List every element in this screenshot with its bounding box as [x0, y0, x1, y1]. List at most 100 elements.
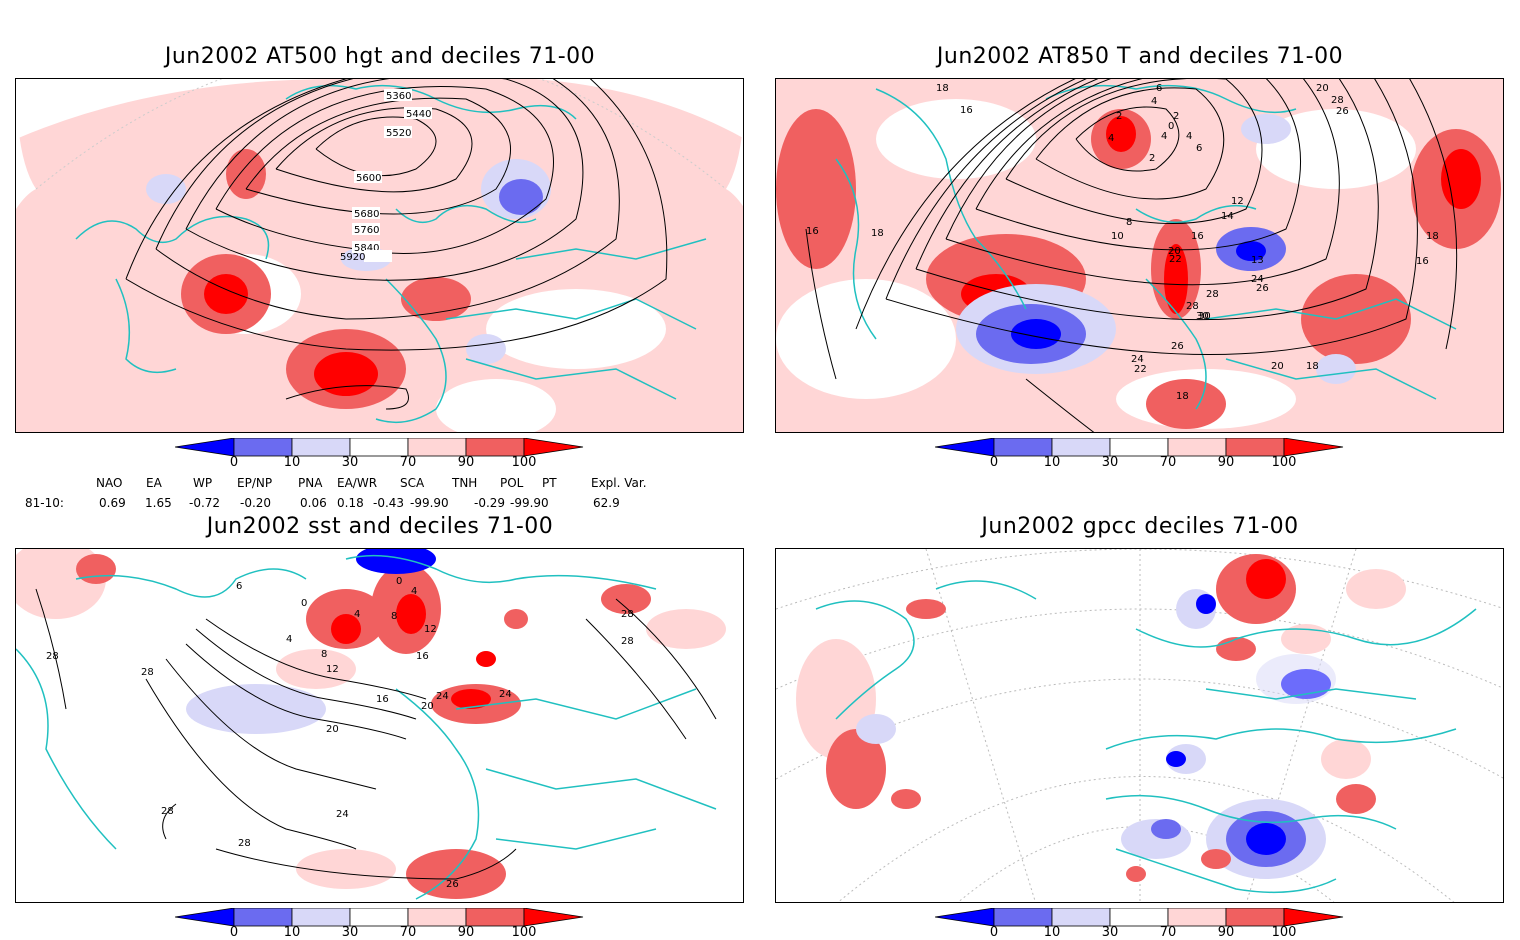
- colorbar-swatch: [291, 907, 351, 927]
- colorbar-swatch-low: [174, 907, 235, 927]
- height-contours: [125, 79, 668, 410]
- svg-text:16: 16: [806, 226, 819, 237]
- tick-30: 30: [341, 455, 359, 470]
- svg-text:18: 18: [1426, 231, 1439, 242]
- svg-text:20: 20: [1168, 246, 1181, 257]
- svg-text:12: 12: [1231, 196, 1244, 207]
- svg-text:5840: 5840: [354, 243, 379, 254]
- sst-contours: [35, 588, 717, 880]
- svg-text:30: 30: [1196, 311, 1209, 322]
- svg-text:12: 12: [424, 624, 437, 635]
- colorbar-swatch-low: [934, 437, 995, 457]
- tick-70: 70: [399, 925, 417, 940]
- colorbar-hgt500: 0 10 30 70 90 100: [174, 437, 585, 478]
- index-value: 0.18: [337, 496, 364, 510]
- index-value: -0.29: [474, 496, 506, 510]
- svg-text:5680: 5680: [354, 209, 379, 220]
- svg-text:18: 18: [871, 228, 884, 239]
- panel-title-sst: Jun2002 sst and deciles 71-00: [206, 514, 554, 539]
- svg-text:8: 8: [391, 611, 397, 622]
- colorbar-swatches: [934, 437, 1344, 457]
- svg-text:16: 16: [416, 651, 429, 662]
- svg-text:28: 28: [1186, 301, 1199, 312]
- decile-shading: [16, 549, 726, 899]
- svg-text:8: 8: [1126, 217, 1132, 228]
- colorbar-gpcc: 0 10 30 70 90 100: [934, 907, 1345, 940]
- svg-text:28: 28: [46, 651, 59, 662]
- tick-10: 10: [1043, 925, 1061, 940]
- svg-text:18: 18: [1176, 391, 1189, 402]
- svg-text:16: 16: [376, 694, 389, 705]
- svg-text:0: 0: [396, 576, 402, 587]
- colorbar-swatch: [407, 907, 467, 927]
- svg-text:5360: 5360: [386, 91, 411, 102]
- svg-text:24: 24: [336, 809, 349, 820]
- coastlines: [16, 554, 717, 900]
- tick-90: 90: [1217, 455, 1235, 470]
- map-hgt500: 5360 5440 5520 5600 5680 5760 5840 5920: [15, 78, 744, 433]
- svg-text:16: 16: [1416, 256, 1429, 267]
- svg-text:28: 28: [621, 609, 634, 620]
- svg-text:5760: 5760: [354, 225, 379, 236]
- colorbar-swatch: [1051, 437, 1111, 457]
- svg-text:2: 2: [1173, 111, 1179, 122]
- tick-70: 70: [399, 455, 417, 470]
- decile-shading: [776, 79, 1503, 432]
- svg-text:26: 26: [1256, 283, 1269, 294]
- svg-text:0: 0: [1168, 121, 1174, 132]
- svg-text:26: 26: [446, 879, 459, 890]
- tick-30: 30: [341, 925, 359, 940]
- colorbar-swatch: [407, 437, 467, 457]
- index-value: 0.06: [300, 496, 327, 510]
- colorbar-swatch: [349, 437, 409, 457]
- svg-text:18: 18: [936, 83, 949, 94]
- colorbar-swatches: [174, 907, 584, 927]
- panel-title-t850: Jun2002 AT850 T and deciles 71-00: [936, 44, 1344, 69]
- svg-text:5520: 5520: [386, 128, 411, 139]
- svg-text:10: 10: [1111, 231, 1124, 242]
- svg-text:4: 4: [286, 634, 292, 645]
- colorbar-t850: 0 10 30 70 90 100: [934, 437, 1345, 478]
- colorbar-swatch: [1109, 907, 1169, 927]
- index-value: -0.43: [373, 496, 405, 510]
- colorbar-swatch: [1225, 907, 1285, 927]
- svg-text:24: 24: [499, 689, 512, 700]
- svg-text:22: 22: [1169, 254, 1182, 265]
- map-sst: 28 28 4 8 12 16 20 24 28 28 24 28 26 28 …: [15, 548, 744, 903]
- svg-text:28: 28: [238, 838, 251, 849]
- svg-text:4: 4: [1186, 131, 1192, 142]
- colorbar-swatch: [1225, 437, 1285, 457]
- tick-100: 100: [511, 925, 537, 940]
- colorbar-swatch: [1167, 907, 1227, 927]
- svg-text:26: 26: [1336, 106, 1349, 117]
- contour-labels: 28 28 4 8 12 16 20 24 28 28 24 28 26 28 …: [46, 576, 634, 890]
- colorbar-swatch-low: [174, 437, 235, 457]
- svg-text:20: 20: [1316, 83, 1329, 94]
- index-value: -99.90: [510, 496, 549, 510]
- tick-70: 70: [1159, 925, 1177, 940]
- svg-text:4: 4: [1161, 131, 1167, 142]
- svg-text:14: 14: [1221, 211, 1234, 222]
- svg-text:28: 28: [1206, 289, 1219, 300]
- svg-text:4: 4: [1108, 133, 1114, 144]
- svg-text:4: 4: [411, 586, 417, 597]
- colorbar-swatch-high: [523, 907, 584, 927]
- colorbar-swatch: [993, 437, 1053, 457]
- svg-text:13: 13: [1251, 255, 1264, 266]
- coastlines: [75, 84, 707, 424]
- index-header: WP: [193, 476, 213, 490]
- map-t850: 18 16 16 18 2 4 6 4 0 2 4 6 8 10 12 14 1…: [775, 78, 1504, 433]
- colorbar-swatch: [465, 907, 525, 927]
- panel-title-hgt500: Jun2002 AT500 hgt and deciles 71-00: [164, 44, 596, 69]
- index-table: NAO EA WP EP/NP PNA EA/WR SCA TNH POL PT…: [0, 474, 700, 514]
- svg-text:4: 4: [1151, 96, 1157, 107]
- contour-labels: 18 16 16 18 2 4 6 4 0 2 4 6 8 10 12 14 1…: [806, 83, 1439, 402]
- colorbar-swatch: [465, 437, 525, 457]
- tick-30: 30: [1101, 925, 1119, 940]
- colorbar-swatches: [934, 907, 1344, 927]
- svg-text:28: 28: [141, 667, 154, 678]
- index-value: -0.72: [189, 496, 221, 510]
- map-gpcc: [775, 548, 1504, 903]
- index-row-label: 81-10:: [25, 496, 64, 510]
- svg-text:4: 4: [354, 609, 360, 620]
